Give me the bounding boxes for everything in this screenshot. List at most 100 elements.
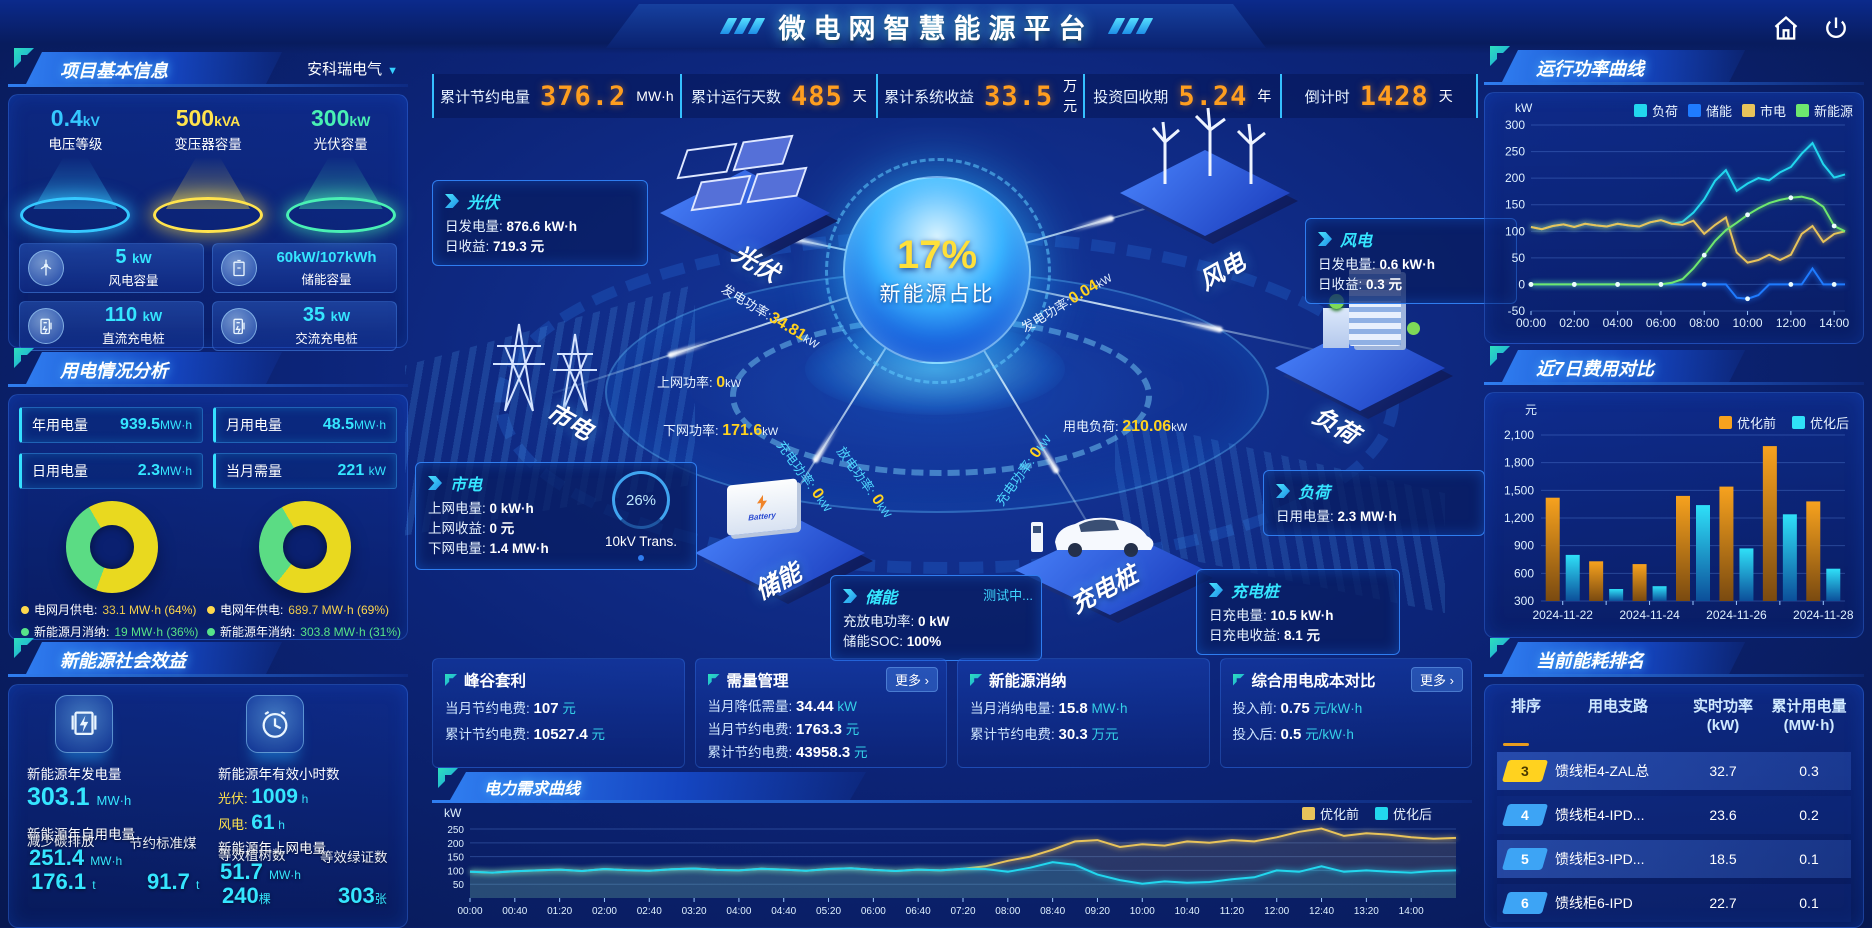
arrow-icon <box>1209 583 1223 597</box>
donut-month-energy-mix <box>65 501 158 593</box>
svg-text:00:40: 00:40 <box>502 906 527 917</box>
legend-item[interactable]: 优化前 <box>1718 413 1776 432</box>
svg-text:07:20: 07:20 <box>950 906 975 917</box>
rank-badge: 3 <box>1501 760 1549 782</box>
cost-y-unit: 元 <box>1525 403 1538 417</box>
svg-text:08:00: 08:00 <box>995 906 1020 917</box>
svg-text:10:00: 10:00 <box>1733 316 1763 330</box>
svg-text:06:00: 06:00 <box>861 906 886 917</box>
panel-title: 近7日费用对比 <box>1536 359 1655 379</box>
ess-info-box: 储能 测试中... 充放电功率: 0 kW 储能SOC: 100% <box>830 575 1042 661</box>
panel-demand-curve: 电力需求曲线 kW 优化前 优化后 50 100 150 200 250 00:00 00:… <box>432 768 1472 927</box>
svg-text:200: 200 <box>447 839 464 850</box>
panel-corner-icon <box>14 48 34 68</box>
legend-item[interactable]: 新能源 <box>1795 101 1853 120</box>
power-icon[interactable] <box>1822 14 1850 42</box>
svg-text:02:40: 02:40 <box>637 906 662 917</box>
panel-power-analysis: 用电情况分析 年用电量 939.5MW·h 月用电量 48.5MW·h 日用电量… <box>8 348 408 640</box>
demand-curve-chart: 50 100 150 200 250 00:00 00:40 01:20 02:00 02:40 0… <box>447 825 1457 917</box>
rank-badge: 5 <box>1501 848 1549 870</box>
table-row[interactable]: 5 馈线柜3-IPD... 18.5 0.1 <box>1497 840 1851 878</box>
svg-text:300: 300 <box>1514 594 1534 608</box>
kpi-countdown: 倒计时 1428 天 <box>1279 74 1476 118</box>
svg-text:02:00: 02:00 <box>1559 316 1589 330</box>
svg-text:250: 250 <box>1505 145 1525 159</box>
wind-info-box: 风电 日发电量: 0.6 kW·h 日收益: 0.3 元 <box>1305 218 1517 304</box>
svg-text:300: 300 <box>1505 118 1525 132</box>
cone-pv-capacity: 300kW 光伏容量 <box>274 105 407 233</box>
svg-text:08:40: 08:40 <box>1040 906 1065 917</box>
svg-text:-50: -50 <box>1508 304 1526 318</box>
scroll-indicator <box>1503 743 1529 746</box>
svg-text:00:00: 00:00 <box>1516 316 1546 330</box>
svg-text:600: 600 <box>1514 566 1534 580</box>
title-right-decoration <box>1107 18 1153 34</box>
rank-badge: 6 <box>1501 892 1549 914</box>
legend-item[interactable]: 优化后 <box>1791 413 1849 432</box>
legend-item[interactable]: 负荷 <box>1633 101 1678 120</box>
legend-item[interactable]: 储能 <box>1687 101 1732 120</box>
svg-text:10:40: 10:40 <box>1175 906 1200 917</box>
battery-icon <box>221 250 257 286</box>
card-icon <box>970 674 982 686</box>
legend-item[interactable]: 优化后 <box>1374 804 1432 823</box>
panel-corner-icon <box>1490 638 1510 658</box>
battery-container-icon: Battery <box>727 478 797 536</box>
table-row[interactable]: 3 馈线柜4-ZAL总 32.7 0.3 <box>1497 752 1851 790</box>
svg-text:05:20: 05:20 <box>816 906 841 917</box>
panel-title: 新能源社会效益 <box>60 651 186 671</box>
table-row[interactable]: 6 馈线柜6-IPD 22.7 0.1 <box>1497 884 1851 922</box>
ess-status-tag: 测试中... <box>983 588 1033 603</box>
transformer-load-gauge: 26% 10kV Trans. <box>598 471 684 561</box>
panel-project-info: 项目基本信息 安科瑞电气 ▼ 0.4kV 电压等级 500kVA 变压器容量 30… <box>8 48 408 351</box>
svg-text:03:20: 03:20 <box>682 906 707 917</box>
stat-month-energy: 月用电量 48.5MW·h <box>213 407 397 443</box>
legend-grid-month: 电网月供电: 33.1 MW·h (64%) <box>21 601 207 618</box>
stat-month-demand: 当月需量 221 kW <box>213 453 397 489</box>
card-wind-capacity: 5 kW 风电容量 <box>19 243 204 293</box>
kpi-bar: 累计节约电量 376.2 MW·h 累计运行天数 485 天 累计系统收益 33… <box>432 74 1478 118</box>
table-row[interactable]: 4 馈线柜4-IPD... 23.6 0.2 <box>1497 796 1851 834</box>
donut-year-energy-mix <box>258 501 351 593</box>
home-icon[interactable] <box>1772 14 1800 42</box>
panel-social-benefit: 新能源社会效益 新能源年发电量 303.1 MW·h 新能源年自用电量 减少碳排… <box>8 638 408 928</box>
panel-title: 项目基本信息 <box>60 61 168 81</box>
svg-text:2,100: 2,100 <box>1504 428 1534 442</box>
cone-base-ring <box>153 197 263 233</box>
demand-more-button[interactable]: 更多 › <box>886 667 938 692</box>
panel-title: 当前能耗排名 <box>1536 651 1644 671</box>
company-select[interactable]: 安科瑞电气 ▼ <box>307 61 398 78</box>
power-legend: 负荷 储能 市电 新能源 <box>1633 101 1853 120</box>
stat-day-energy: 日用电量 2.3MW·h <box>19 453 203 489</box>
svg-text:10:00: 10:00 <box>1130 906 1155 917</box>
legend-item[interactable]: 市电 <box>1741 101 1786 120</box>
card-demand-management: 需量管理 更多 › 当月降低需量: 34.44 kW 当月节约电费: 1763.… <box>694 658 947 768</box>
dc-charger-icon <box>28 308 64 344</box>
legend-item[interactable]: 优化前 <box>1301 804 1359 823</box>
card-renewable-consumption: 新能源消纳 当月消纳电量: 15.8 MW·h 累计节约电费: 30.3 万元 <box>957 658 1210 768</box>
cone-base-ring <box>20 197 131 233</box>
svg-text:12:40: 12:40 <box>1309 906 1334 917</box>
card-icon <box>1232 674 1245 686</box>
svg-text:1,200: 1,200 <box>1504 511 1534 525</box>
wind-turbine-icon <box>28 250 64 286</box>
cost-more-button[interactable]: 更多 › <box>1411 667 1463 692</box>
rank-badge: 4 <box>1501 804 1549 826</box>
svg-text:02:00: 02:00 <box>592 906 617 917</box>
renewable-share-label: 新能源占比 <box>879 282 995 306</box>
social-hours-block: 新能源年有效小时数 光伏: 1009 h 风电: 61 h 新能源年上网电量 等… <box>208 695 399 915</box>
title-plate: 微电网智慧能源平台 <box>606 4 1266 48</box>
svg-text:200: 200 <box>1505 171 1525 185</box>
demand-y-unit: kW <box>444 806 462 820</box>
svg-text:12:00: 12:00 <box>1264 906 1289 917</box>
svg-text:04:00: 04:00 <box>726 906 751 917</box>
panel-energy-ranking: 当前能耗排名 排序 用电支路 实时功率 (kW) 累计用电量 (MW·h) 3 馈线… <box>1484 638 1864 928</box>
page-title: 微电网智慧能源平台 <box>778 13 1094 44</box>
flow-to-grid: 上网功率: 0kW <box>657 374 742 391</box>
svg-text:11:20: 11:20 <box>1220 906 1245 917</box>
energy-flow-diagram: 17% 新能源占比 光伏 风电 市电 Battery 储能 <box>415 107 1517 662</box>
panel-corner-icon <box>14 348 34 368</box>
svg-text:12:00: 12:00 <box>1776 316 1806 330</box>
svg-text:00:00: 00:00 <box>457 906 482 917</box>
svg-text:04:00: 04:00 <box>1603 316 1633 330</box>
